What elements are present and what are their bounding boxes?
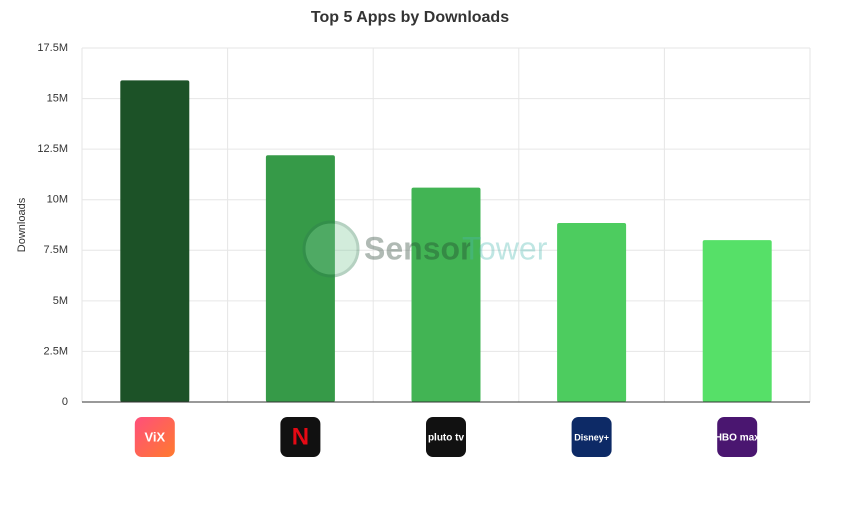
- app-icon: [426, 417, 466, 457]
- watermark-text: Tower: [462, 230, 548, 266]
- app-icon: [571, 417, 612, 457]
- y-tick-label: 17.5M: [37, 42, 68, 54]
- watermark: Sensor Tower: [302, 220, 548, 278]
- watermark-text: Sensor: [364, 230, 472, 266]
- bar: [265, 155, 335, 402]
- y-tick-label: 12.5M: [37, 143, 68, 155]
- y-tick-label: 15M: [47, 92, 68, 104]
- y-tick-label: 7.5M: [44, 244, 68, 256]
- bar: [120, 80, 190, 402]
- x-tick-label: HBO max: [715, 433, 760, 444]
- x-tick-label: pluto tv: [428, 433, 465, 444]
- app-icon: [717, 417, 758, 457]
- chart-title: Top 5 Apps by Downloads: [311, 9, 509, 26]
- watermark-logo: [302, 220, 360, 278]
- bar: [411, 187, 481, 402]
- bars: [120, 80, 772, 402]
- bar: [702, 240, 772, 402]
- y-axis-label: Downloads: [16, 197, 28, 252]
- x-tick-label: N: [292, 423, 309, 450]
- y-tick-label: 2.5M: [44, 345, 68, 357]
- x-tick-label: Disney+: [574, 432, 609, 442]
- app-icon: [280, 417, 321, 457]
- y-tick-label: 5M: [53, 295, 68, 307]
- y-tick-label: 10M: [47, 194, 68, 206]
- app-icon: [134, 417, 175, 457]
- bar: [557, 222, 627, 402]
- x-tick-label: ViX: [144, 429, 165, 444]
- y-tick-label: 0: [62, 396, 68, 408]
